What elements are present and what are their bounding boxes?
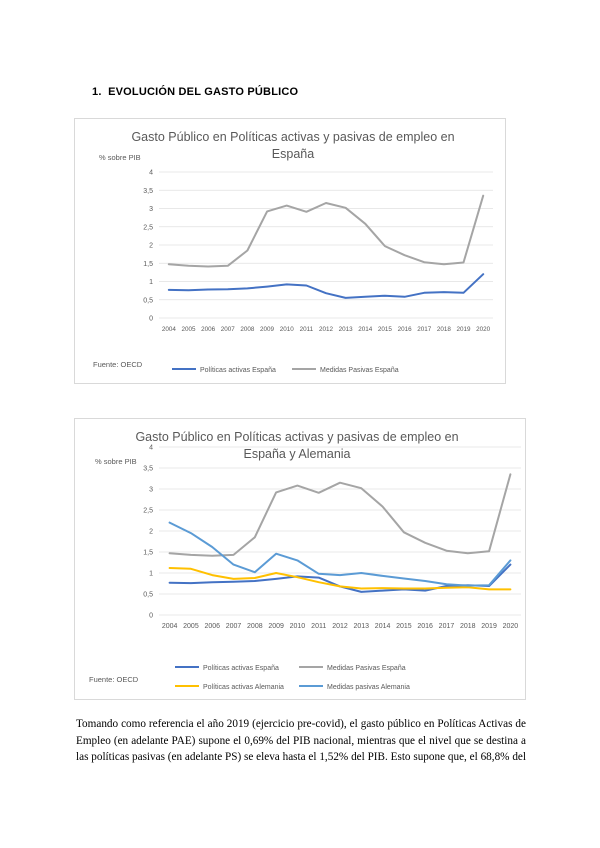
y-tick-label: 4 — [149, 170, 153, 177]
legend-label-2: Medidas Pasivas España — [327, 665, 406, 672]
x-tick-label: 2013 — [339, 326, 354, 333]
legend-label-1: Políticas activas España — [203, 665, 279, 672]
y-tick-label: 2 — [149, 243, 153, 250]
chart-title-line-2: España — [272, 147, 314, 161]
paragraph-line: Tomando como referencia el año 2019 (eje… — [76, 718, 526, 730]
y-tick-label: 3,5 — [143, 466, 153, 473]
x-tick-label: 2012 — [332, 623, 348, 630]
section-number: 1. — [92, 86, 102, 98]
x-tick-label: 2012 — [319, 326, 334, 333]
chart-spain-germany-svg: Gasto Público en Políticas activas y pas… — [89, 430, 521, 691]
y-tick-label: 2 — [149, 529, 153, 536]
x-tick-label: 2010 — [280, 326, 295, 333]
body-paragraph: Tomando como referencia el año 2019 (eje… — [76, 716, 526, 766]
legend-label-4: Medidas pasivas Alemania — [327, 684, 410, 691]
chart-spain: Gasto Público en Políticas activas y pas… — [74, 118, 506, 384]
x-tick-label: 2006 — [201, 326, 216, 333]
x-tick-label: 2017 — [417, 326, 432, 333]
x-tick-label: 2006 — [204, 623, 220, 630]
legend-label-1: Políticas activas España — [200, 367, 276, 374]
y-tick-label: 1,5 — [143, 550, 153, 557]
y-axis-label: % sobre PIB — [99, 153, 141, 162]
y-tick-label: 3,5 — [143, 188, 153, 195]
x-tick-label: 2011 — [311, 623, 326, 630]
y-tick-label: 4 — [149, 445, 153, 452]
paragraph-line: las políticas pasivas (en adelante PS) s… — [76, 751, 526, 763]
y-tick-label: 2,5 — [143, 224, 153, 231]
y-axis-label: % sobre PIB — [95, 457, 137, 466]
x-tick-label: 2004 — [162, 326, 177, 333]
chart-title-line-1: Gasto Público en Políticas activas y pas… — [131, 130, 454, 144]
x-tick-label: 2007 — [221, 326, 236, 333]
x-tick-label: 2018 — [437, 326, 452, 333]
y-tick-label: 0 — [149, 613, 153, 620]
x-tick-label: 2004 — [162, 623, 178, 630]
chart-source: Fuente: OECD — [93, 360, 143, 369]
y-tick-label: 0 — [149, 316, 153, 323]
series-line-4 — [168, 521, 512, 587]
series-line-3 — [168, 567, 512, 591]
chart-title-line-1: Gasto Público en Políticas activas y pas… — [135, 430, 458, 444]
chart-title-line-2: España y Alemania — [243, 447, 350, 461]
x-tick-label: 2008 — [240, 326, 255, 333]
x-tick-label: 2016 — [417, 623, 433, 630]
y-tick-label: 1,5 — [143, 261, 153, 268]
paragraph-line: Empleo (en adelante PAE) supone el 0,69%… — [76, 734, 526, 747]
section-title: EVOLUCIÓN DEL GASTO PÚBLICO — [108, 86, 299, 98]
section-heading: 1. EVOLUCIÓN DEL GASTO PÚBLICO — [92, 86, 298, 98]
x-tick-label: 2005 — [183, 623, 199, 630]
x-tick-label: 2019 — [457, 326, 472, 333]
x-tick-label: 2008 — [247, 623, 263, 630]
series-line-2 — [168, 473, 512, 557]
x-tick-label: 2009 — [268, 623, 284, 630]
y-tick-label: 3 — [149, 206, 153, 213]
series-line-1 — [167, 273, 485, 299]
chart-spain-germany: Gasto Público en Políticas activas y pas… — [74, 418, 526, 700]
x-tick-label: 2018 — [460, 623, 476, 630]
x-tick-label: 2010 — [290, 623, 306, 630]
x-tick-label: 2009 — [260, 326, 275, 333]
x-tick-label: 2005 — [181, 326, 196, 333]
x-tick-label: 2020 — [476, 326, 491, 333]
legend-label-2: Medidas Pasivas España — [320, 367, 399, 374]
x-tick-label: 2016 — [398, 326, 413, 333]
y-tick-label: 0,5 — [143, 297, 153, 304]
y-tick-label: 0,5 — [143, 592, 153, 599]
x-tick-label: 2014 — [375, 623, 391, 630]
x-tick-label: 2013 — [354, 623, 370, 630]
chart-spain-svg: Gasto Público en Políticas activas y pas… — [93, 130, 493, 374]
x-tick-label: 2015 — [396, 623, 412, 630]
chart-source: Fuente: OECD — [89, 675, 139, 684]
y-tick-label: 3 — [149, 487, 153, 494]
y-tick-label: 2,5 — [143, 508, 153, 515]
x-tick-label: 2007 — [226, 623, 242, 630]
x-tick-label: 2015 — [378, 326, 393, 333]
y-tick-label: 1 — [149, 279, 153, 286]
x-tick-label: 2020 — [503, 623, 519, 630]
legend-label-3: Políticas activas Alemania — [203, 684, 284, 691]
series-line-2 — [167, 194, 485, 268]
x-tick-label: 2019 — [481, 623, 497, 630]
x-tick-label: 2014 — [358, 326, 373, 333]
x-tick-label: 2017 — [439, 623, 455, 630]
y-tick-label: 1 — [149, 571, 153, 578]
x-tick-label: 2011 — [300, 326, 314, 333]
